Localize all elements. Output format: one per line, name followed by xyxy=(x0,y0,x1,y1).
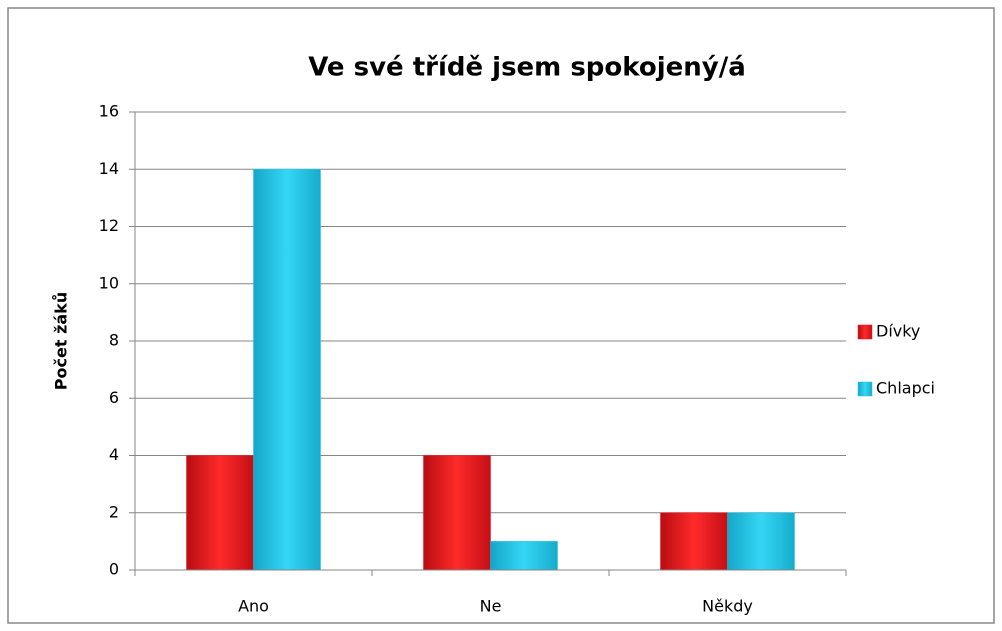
legend-swatch xyxy=(857,324,873,340)
y-tick-label: 4 xyxy=(109,445,119,464)
y-tick-label: 12 xyxy=(99,216,119,235)
legend-label: Chlapci xyxy=(876,379,935,398)
y-tick-label: 10 xyxy=(99,273,119,292)
legend-swatch xyxy=(857,381,873,397)
bar xyxy=(490,541,558,571)
x-tick-label: Ano xyxy=(238,597,269,616)
y-tick-label: 2 xyxy=(109,502,119,521)
y-tick-label: 16 xyxy=(99,102,119,121)
y-tick-label: 14 xyxy=(99,159,119,178)
y-tick-label: 6 xyxy=(109,388,119,407)
bar xyxy=(727,512,795,571)
y-axis-label: Počet žáků xyxy=(52,292,71,390)
bar xyxy=(660,512,728,571)
bar xyxy=(253,169,321,571)
legend-label: Dívky xyxy=(876,322,920,341)
y-tick-label: 8 xyxy=(109,331,119,350)
x-tick-label: Ne xyxy=(480,597,502,616)
chart-border xyxy=(7,7,995,624)
bar xyxy=(423,455,491,571)
x-tick-label: Někdy xyxy=(702,597,753,616)
y-tick-label: 0 xyxy=(109,560,119,579)
bar xyxy=(186,455,254,571)
chart-title: Ve své třídě jsem spokojený/á xyxy=(308,53,746,83)
